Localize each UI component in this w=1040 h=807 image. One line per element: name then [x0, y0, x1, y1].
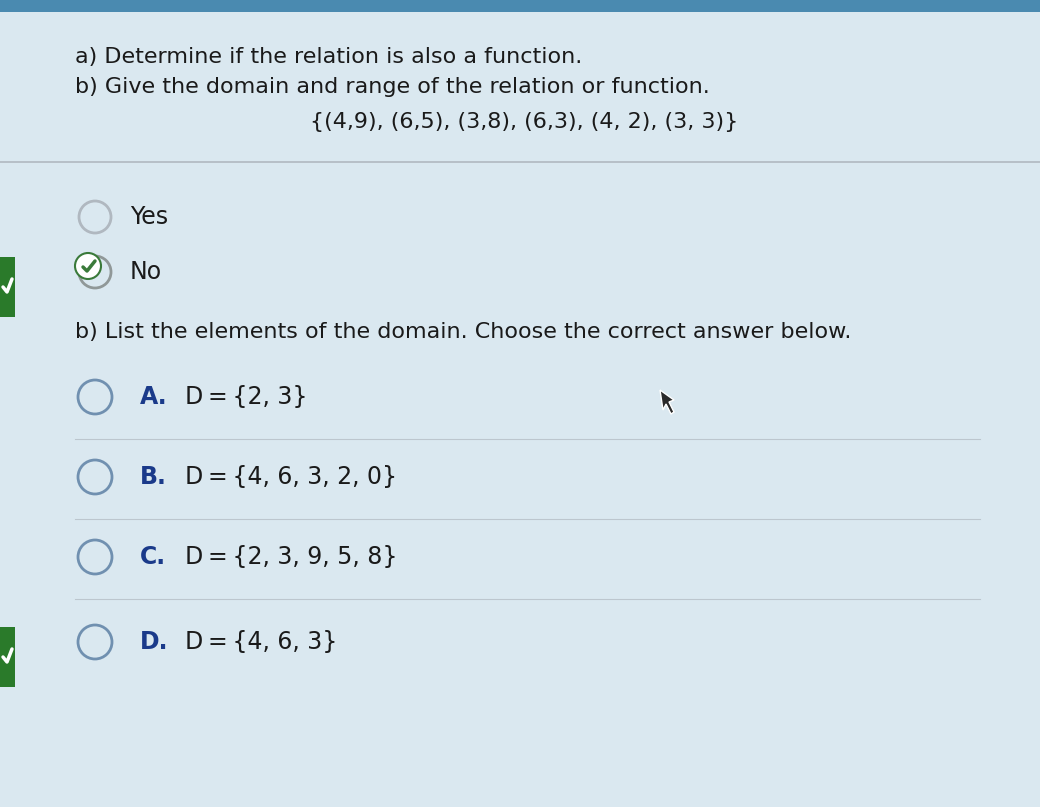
Text: No: No: [130, 260, 162, 284]
Text: C.: C.: [140, 545, 166, 569]
Text: D = {4, 6, 3, 2, 0}: D = {4, 6, 3, 2, 0}: [185, 465, 397, 489]
Text: B.: B.: [140, 465, 166, 489]
Text: a) Determine if the relation is also a function.: a) Determine if the relation is also a f…: [75, 47, 582, 67]
Text: b) List the elements of the domain. Choose the correct answer below.: b) List the elements of the domain. Choo…: [75, 322, 852, 342]
Text: b) Give the domain and range of the relation or function.: b) Give the domain and range of the rela…: [75, 77, 709, 97]
Bar: [0, 257, 15, 317]
Bar: [0, 0, 1040, 12]
Text: D = {2, 3, 9, 5, 8}: D = {2, 3, 9, 5, 8}: [185, 545, 397, 569]
Text: Yes: Yes: [130, 205, 168, 229]
Text: A.: A.: [140, 385, 167, 409]
Text: D = {2, 3}: D = {2, 3}: [185, 385, 308, 409]
Polygon shape: [660, 390, 674, 414]
Text: D = {4, 6, 3}: D = {4, 6, 3}: [185, 630, 337, 654]
Bar: [0, 627, 15, 687]
Text: {(4,9), (6,5), (3,8), (6,3), (4, 2), (3, 3)}: {(4,9), (6,5), (3,8), (6,3), (4, 2), (3,…: [310, 112, 738, 132]
Circle shape: [75, 253, 101, 279]
Text: D.: D.: [140, 630, 168, 654]
